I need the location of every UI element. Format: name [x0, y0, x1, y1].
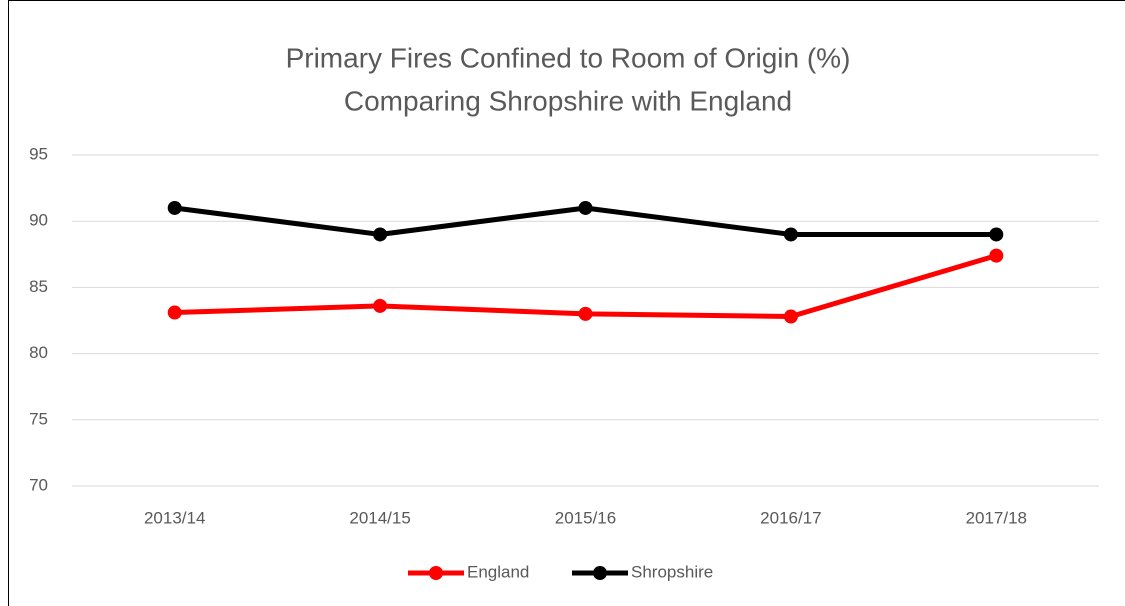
y-tick-label: 90	[29, 211, 48, 230]
data-point	[167, 200, 182, 215]
x-tick-label: 2017/18	[966, 508, 1027, 527]
data-point	[783, 227, 798, 242]
chart-subtitle: Comparing Shropshire with England	[344, 85, 792, 116]
data-point	[167, 305, 182, 320]
x-tick-label: 2014/15	[349, 508, 410, 527]
y-tick-label: 75	[29, 409, 48, 428]
data-point	[578, 306, 593, 321]
chart-border	[8, 0, 1125, 606]
y-tick-label: 85	[29, 277, 48, 296]
data-point	[783, 309, 798, 324]
legend-marker	[593, 566, 607, 580]
chart-title: Primary Fires Confined to Room of Origin…	[286, 42, 851, 73]
y-tick-label: 70	[29, 475, 48, 494]
data-point	[373, 227, 388, 242]
legend-label: Shropshire	[631, 562, 713, 581]
legend-marker	[429, 566, 443, 580]
data-point	[578, 200, 593, 215]
legend-label: England	[467, 562, 529, 581]
y-tick-label: 80	[29, 343, 48, 362]
x-tick-label: 2013/14	[144, 508, 205, 527]
data-point	[989, 248, 1004, 263]
data-point	[989, 227, 1004, 242]
y-tick-label: 95	[29, 144, 48, 163]
x-tick-label: 2016/17	[760, 508, 821, 527]
x-tick-label: 2015/16	[555, 508, 616, 527]
data-point	[373, 298, 388, 313]
